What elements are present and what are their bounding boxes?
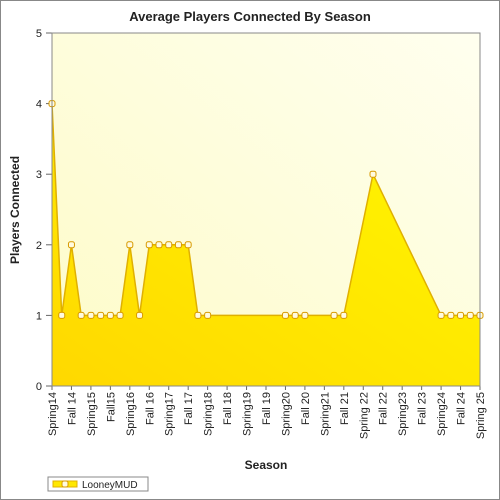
point xyxy=(116,311,124,319)
legend-label: LooneyMUD xyxy=(82,480,138,491)
point xyxy=(437,311,445,319)
point xyxy=(106,311,114,319)
point xyxy=(194,311,202,319)
x-tick-label: Spring14 xyxy=(47,392,59,436)
x-tick-label: Fall 23 xyxy=(417,392,429,425)
line xyxy=(51,103,480,317)
y-tick-label: 2 xyxy=(36,240,42,252)
point xyxy=(165,241,173,249)
point xyxy=(281,311,289,319)
point xyxy=(301,311,309,319)
x-tick-label: Fall15 xyxy=(105,392,117,422)
plot-border xyxy=(51,32,481,387)
x-tick-label: Spring19 xyxy=(242,392,254,436)
x-tick-label: Spring18 xyxy=(203,392,215,436)
x-tick-label: Spring 22 xyxy=(358,392,370,439)
point xyxy=(291,311,299,319)
point xyxy=(330,311,338,319)
x-axis-label: Season xyxy=(245,458,288,472)
x-tick-label: Fall 21 xyxy=(339,392,351,425)
x-tick-label: Fall 20 xyxy=(300,392,312,425)
x-tick-label: Spring 25 xyxy=(475,392,487,439)
point xyxy=(67,241,75,249)
point xyxy=(155,241,163,249)
y-tick-label: 5 xyxy=(36,28,42,40)
x-tick-label: Fall 19 xyxy=(261,392,273,425)
point xyxy=(204,311,212,319)
point xyxy=(136,311,144,319)
point xyxy=(145,241,153,249)
y-tick-label: 4 xyxy=(36,99,42,111)
x-tick-label: Fall 24 xyxy=(456,392,468,425)
x-tick-label: Fall 14 xyxy=(66,392,78,425)
point xyxy=(97,311,105,319)
x-tick-label: Spring20 xyxy=(280,392,292,436)
y-tick-label: 1 xyxy=(36,310,42,322)
y-tick-label: 0 xyxy=(36,381,42,393)
chart-title: Average Players Connected By Season xyxy=(129,9,371,24)
point xyxy=(58,311,66,319)
point xyxy=(340,311,348,319)
x-tick-label: Spring15 xyxy=(86,392,98,436)
x-tick-label: Spring21 xyxy=(319,392,331,436)
x-tick-label: Spring23 xyxy=(397,392,409,436)
point xyxy=(369,170,377,178)
x-tick-label: Spring17 xyxy=(164,392,176,436)
point xyxy=(174,241,182,249)
x-tick-label: Fall 16 xyxy=(144,392,156,425)
x-tick-label: Fall 22 xyxy=(378,392,390,425)
x-tick-label: Spring16 xyxy=(125,392,137,436)
x-tick-label: Spring24 xyxy=(436,392,448,436)
point xyxy=(466,311,474,319)
point xyxy=(77,311,85,319)
x-tick-label: Fall 17 xyxy=(183,392,195,425)
point xyxy=(457,311,465,319)
y-tick-label: 3 xyxy=(36,169,42,181)
point xyxy=(447,311,455,319)
point xyxy=(126,241,134,249)
point xyxy=(184,241,192,249)
point xyxy=(87,311,95,319)
y-axis-label: Players Connected xyxy=(8,156,22,264)
legend-marker xyxy=(61,480,69,488)
x-tick-label: Fall 18 xyxy=(222,392,234,425)
